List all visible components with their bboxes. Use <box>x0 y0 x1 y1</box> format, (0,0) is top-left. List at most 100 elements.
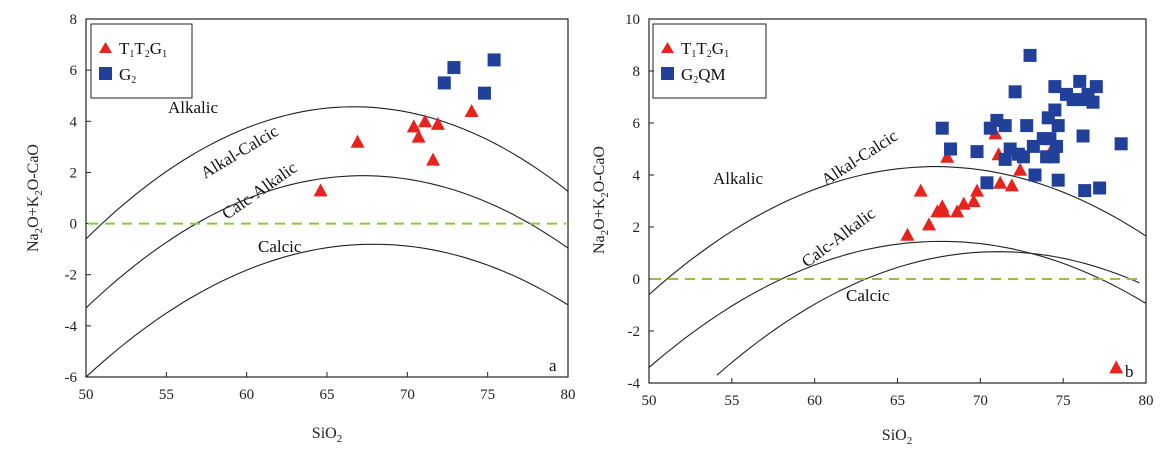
data-point-square-b <box>1048 80 1062 94</box>
y-axis-label-a: Na2O+K2O-CaO <box>25 144 45 252</box>
region-label-alkalic-a: Alkalic <box>168 98 218 117</box>
data-point-triangle-a <box>464 104 479 118</box>
data-point-square-b <box>1093 181 1107 195</box>
boundary-curve-b-3 <box>716 251 1140 376</box>
boundary-curves-b <box>649 166 1146 376</box>
legend-box-b <box>652 23 767 99</box>
data-point-square-a <box>487 53 501 67</box>
y-tick-label-a: -2 <box>65 268 78 284</box>
data-point-square-a <box>477 86 491 100</box>
data-point-triangle-b <box>936 204 951 218</box>
y-tick-label-b: 4 <box>633 168 641 184</box>
x-tick-label-b: 55 <box>724 393 739 409</box>
data-point-triangle-a <box>426 152 441 166</box>
x-tick-label-b: 80 <box>1139 393 1154 409</box>
x-tick-label-b: 50 <box>642 393 657 409</box>
y-tick-label-a: -6 <box>65 370 78 386</box>
y-tick-label-b: -2 <box>628 324 641 340</box>
x-tick-label-b: 70 <box>973 393 988 409</box>
y-axis-label-b: Na2O+K2O-CaO <box>591 146 611 254</box>
data-point-triangle-a <box>350 134 365 148</box>
data-point-triangle-b <box>970 183 985 197</box>
data-point-square-b <box>1048 103 1062 117</box>
legend-label-t1t2g1-a: T1T2G1 <box>119 39 167 60</box>
data-point-square-b <box>1023 48 1037 62</box>
y-tick-label-b: 2 <box>633 220 641 236</box>
y-tick-label-b: 10 <box>625 12 640 28</box>
y-tick-label-a: 2 <box>70 165 78 181</box>
data-point-triangle-b <box>1109 360 1124 374</box>
data-point-triangle-a <box>430 116 445 130</box>
legend-marker-triangle-b <box>661 42 674 53</box>
y-tick-label-a: 4 <box>70 114 78 130</box>
x-tick-label-a: 70 <box>400 387 415 403</box>
data-point-square-b <box>980 176 994 190</box>
data-point-square-b <box>1028 168 1042 182</box>
legend-a: T1T2G1 G2 <box>90 23 193 99</box>
data-point-triangle-b <box>913 183 928 197</box>
boundary-curve-a-1 <box>86 106 568 240</box>
data-point-triangle-b <box>966 194 981 207</box>
data-point-triangle-a <box>313 183 328 197</box>
data-point-triangle-b <box>921 217 936 231</box>
data-point-triangle-a <box>406 119 421 133</box>
data-point-square-b <box>1016 150 1030 164</box>
chart-panel-a: SiO2 Na2O+K2O-CaO Alkalic Alkal-Calcic C… <box>25 12 576 445</box>
data-point-square-b <box>998 152 1012 166</box>
x-tick-label-a: 55 <box>159 387 174 403</box>
data-point-triangle-a <box>411 129 426 143</box>
chart-panel-b: SiO2 Na2O+K2O-CaO Alkalic Alkal-Calcic C… <box>591 12 1154 447</box>
data-point-square-b <box>1051 173 1065 187</box>
data-point-triangle-b <box>950 204 965 218</box>
y-tick-label-a: 8 <box>70 12 78 28</box>
legend-marker-square-a <box>99 67 112 80</box>
data-point-square-b <box>1114 137 1128 151</box>
data-point-square-b <box>1026 139 1040 153</box>
x-tick-label-a: 75 <box>480 387 495 403</box>
y-tick-label-a: 0 <box>70 217 78 233</box>
x-tick-label-a: 50 <box>79 387 94 403</box>
legend-box-a <box>90 23 193 99</box>
data-point-square-b <box>935 121 949 135</box>
legend-marker-square-b <box>661 67 674 80</box>
y-tick-label-a: 6 <box>70 63 78 79</box>
y-tick-label-a: -4 <box>65 319 78 335</box>
data-point-square-b <box>1051 119 1065 133</box>
boundary-curves-a <box>86 106 568 377</box>
boundary-curve-b-1 <box>649 166 1146 296</box>
x-tick-label-b: 65 <box>890 393 905 409</box>
y-tick-label-b: -4 <box>628 376 641 392</box>
data-point-square-b <box>1050 139 1064 153</box>
x-tick-label-a: 80 <box>561 387 576 403</box>
x-tick-label-a: 60 <box>239 387 254 403</box>
panel-label-a: a <box>549 356 557 375</box>
data-point-triangle-b <box>940 149 955 163</box>
legend-marker-triangle-a <box>99 42 112 53</box>
data-point-square-b <box>1020 119 1034 133</box>
data-point-square-b <box>1046 150 1060 164</box>
data-point-square-b <box>1008 85 1022 99</box>
legend-label-t1t2g1-b: T1T2G1 <box>681 39 729 60</box>
boundary-curve-b-2 <box>649 240 1146 368</box>
y-tick-label-b: 6 <box>633 116 641 132</box>
data-point-square-b <box>970 145 984 159</box>
y-tick-label-b: 8 <box>633 64 641 80</box>
data-point-square-b <box>1073 74 1087 88</box>
boundary-curve-a-2 <box>86 175 568 309</box>
data-point-triangle-b <box>1013 162 1028 176</box>
x-tick-label-b: 60 <box>807 393 822 409</box>
data-point-triangle-b <box>900 227 915 241</box>
region-label-calcic-a: Calcic <box>258 237 302 256</box>
x-tick-label-b: 75 <box>1056 393 1071 409</box>
data-point-square-b <box>944 142 958 156</box>
panel-label-b: b <box>1125 362 1134 381</box>
data-point-square-a <box>437 76 451 90</box>
data-point-square-a <box>447 61 461 75</box>
x-axis-label-a: SiO2 <box>312 425 342 445</box>
x-axis-label-b: SiO2 <box>882 427 912 447</box>
x-tick-label-a: 65 <box>320 387 335 403</box>
legend-label-g2qm-b: G2QM <box>681 65 726 86</box>
data-point-triangle-b <box>993 175 1008 189</box>
region-label-alkalic-b: Alkalic <box>713 169 763 188</box>
